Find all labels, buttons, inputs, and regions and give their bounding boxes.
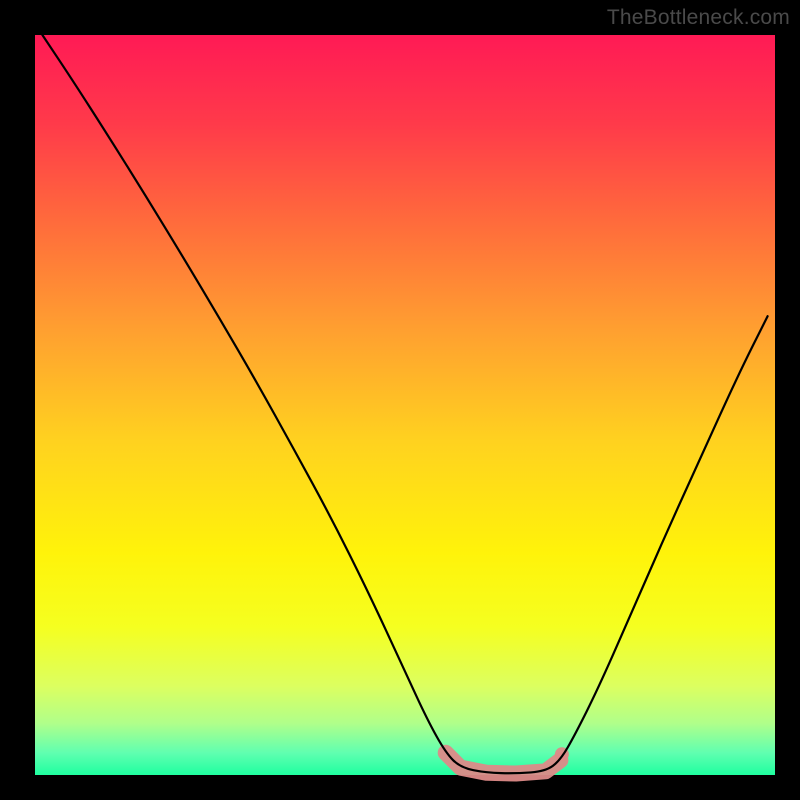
bottleneck-chart bbox=[0, 0, 800, 800]
chart-svg bbox=[0, 0, 800, 800]
watermark-text: TheBottleneck.com bbox=[607, 6, 790, 30]
